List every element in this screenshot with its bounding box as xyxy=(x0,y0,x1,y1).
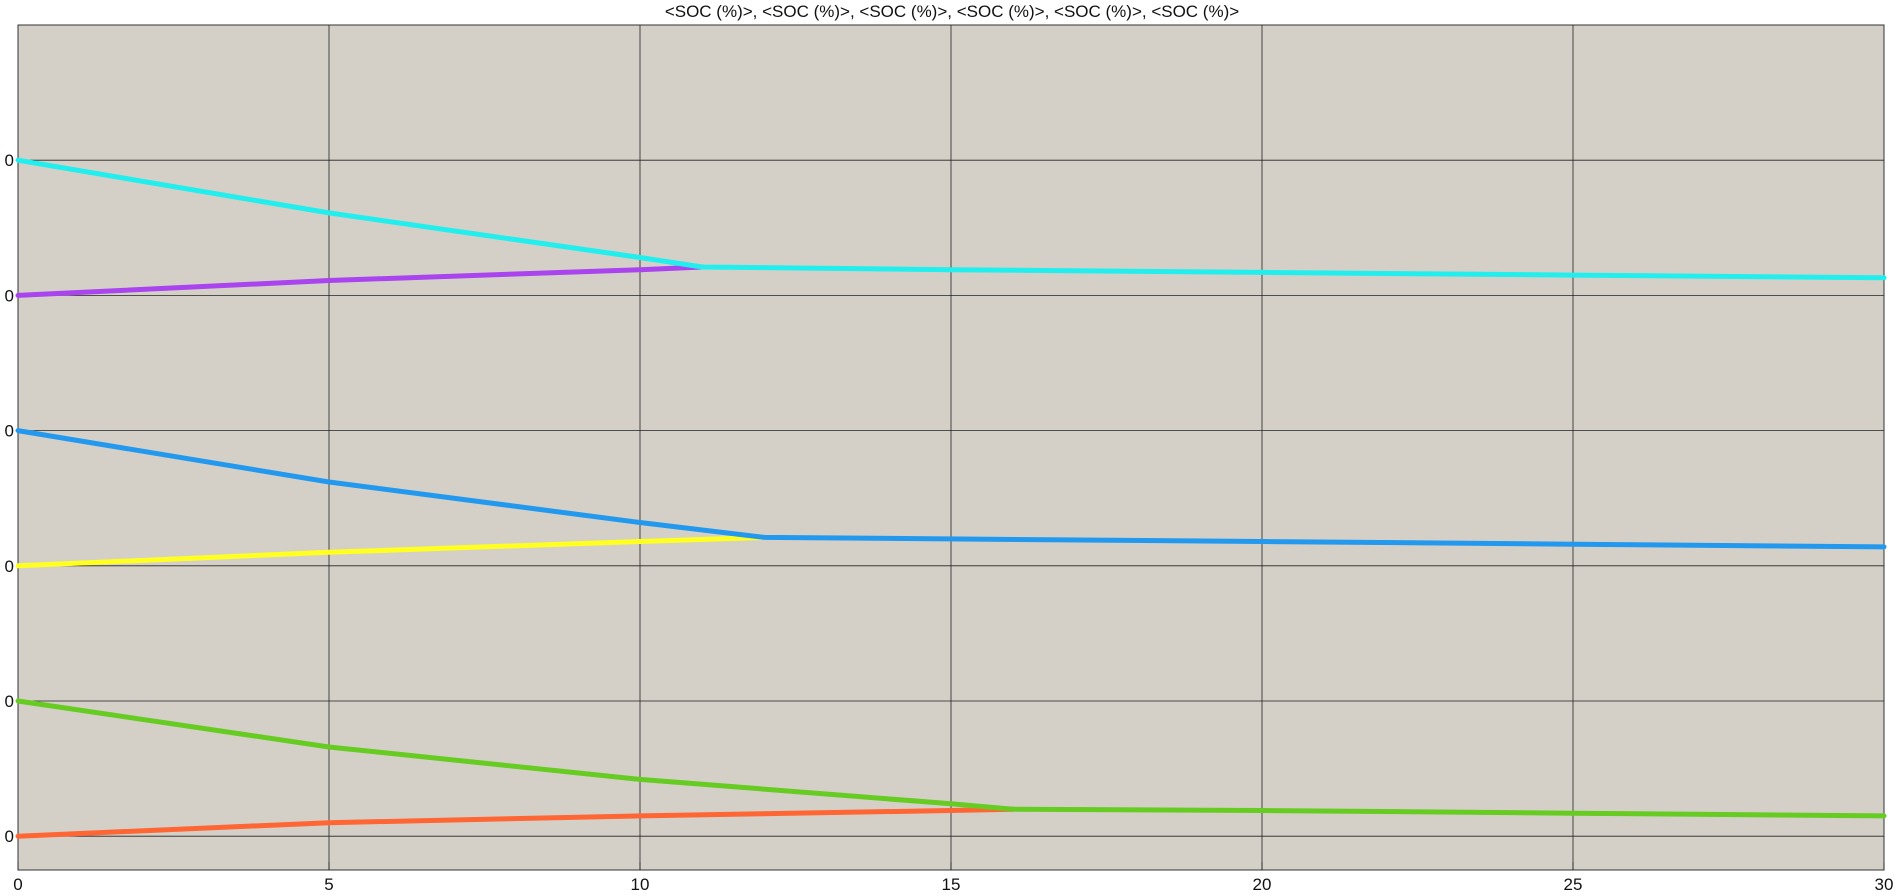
series-layer xyxy=(15,157,1887,839)
y-tick-label: 0 xyxy=(5,827,14,846)
series-line-6 xyxy=(15,157,1887,281)
y-tick-label: 0 xyxy=(5,151,14,170)
x-tick-label: 15 xyxy=(942,875,961,894)
y-tick-label: 0 xyxy=(5,422,14,441)
x-tick-label: 30 xyxy=(1875,875,1894,894)
y-tick-label: 0 xyxy=(5,692,14,711)
y-tick-label: 0 xyxy=(5,286,14,305)
series-line-1 xyxy=(15,806,1016,839)
series-line-5 xyxy=(15,264,705,298)
y-tick-label: 0 xyxy=(5,557,14,576)
x-tick-label: 25 xyxy=(1564,875,1583,894)
x-tick-label: 5 xyxy=(324,875,333,894)
grid xyxy=(18,25,1884,870)
x-axis: 0 5 10 15 20 25 30 xyxy=(13,862,1893,894)
x-tick-label: 0 xyxy=(13,875,22,894)
x-tick-label: 10 xyxy=(631,875,650,894)
series-line-2 xyxy=(15,698,1887,819)
series-line-4 xyxy=(15,428,1887,550)
x-tick-label: 20 xyxy=(1253,875,1272,894)
y-axis: 0 0 0 0 0 0 xyxy=(5,151,14,846)
series-line-3 xyxy=(15,534,767,569)
chart-title: <SOC (%)>, <SOC (%)>, <SOC (%)>, <SOC (%… xyxy=(665,2,1239,21)
